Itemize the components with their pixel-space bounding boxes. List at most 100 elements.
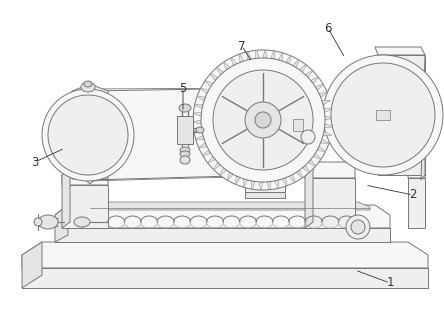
Polygon shape xyxy=(421,55,425,180)
Polygon shape xyxy=(289,174,295,183)
Polygon shape xyxy=(378,55,425,175)
Polygon shape xyxy=(308,159,316,166)
Polygon shape xyxy=(223,62,230,70)
Polygon shape xyxy=(198,143,207,148)
Polygon shape xyxy=(375,47,425,55)
Polygon shape xyxy=(207,157,215,163)
Polygon shape xyxy=(235,176,240,184)
Polygon shape xyxy=(321,139,329,144)
Polygon shape xyxy=(315,84,323,90)
Ellipse shape xyxy=(74,217,90,227)
Polygon shape xyxy=(313,153,321,160)
Ellipse shape xyxy=(245,102,281,138)
Polygon shape xyxy=(319,92,327,97)
Polygon shape xyxy=(213,162,221,170)
Polygon shape xyxy=(245,180,285,192)
Ellipse shape xyxy=(193,50,333,190)
Polygon shape xyxy=(305,178,355,228)
Polygon shape xyxy=(247,52,251,60)
Polygon shape xyxy=(255,50,259,59)
Ellipse shape xyxy=(196,127,204,133)
Polygon shape xyxy=(278,53,283,61)
Polygon shape xyxy=(55,205,68,242)
Ellipse shape xyxy=(323,55,443,175)
Ellipse shape xyxy=(42,89,134,181)
Polygon shape xyxy=(88,88,270,180)
Text: 1: 1 xyxy=(386,276,394,289)
Polygon shape xyxy=(193,112,202,116)
Polygon shape xyxy=(22,268,428,288)
Polygon shape xyxy=(194,104,203,108)
Ellipse shape xyxy=(179,104,191,112)
Polygon shape xyxy=(22,242,42,288)
Polygon shape xyxy=(202,150,210,156)
Ellipse shape xyxy=(301,130,315,144)
Polygon shape xyxy=(293,119,303,131)
Ellipse shape xyxy=(346,215,370,239)
Polygon shape xyxy=(302,165,309,173)
Ellipse shape xyxy=(213,70,313,170)
Ellipse shape xyxy=(180,147,190,153)
Polygon shape xyxy=(245,192,285,198)
Polygon shape xyxy=(263,50,267,58)
Polygon shape xyxy=(293,60,299,68)
Text: 5: 5 xyxy=(179,81,186,94)
Ellipse shape xyxy=(180,156,190,164)
Polygon shape xyxy=(376,110,390,120)
Polygon shape xyxy=(299,64,306,72)
Ellipse shape xyxy=(232,94,308,170)
Polygon shape xyxy=(325,124,333,128)
Polygon shape xyxy=(322,100,330,105)
Polygon shape xyxy=(323,132,331,136)
Ellipse shape xyxy=(84,81,92,87)
Polygon shape xyxy=(408,178,425,228)
Polygon shape xyxy=(210,74,218,81)
Ellipse shape xyxy=(38,215,58,229)
Polygon shape xyxy=(197,96,206,101)
Polygon shape xyxy=(408,162,425,178)
Polygon shape xyxy=(220,168,226,176)
Ellipse shape xyxy=(34,218,42,226)
Polygon shape xyxy=(305,162,313,228)
Polygon shape xyxy=(324,108,332,112)
Polygon shape xyxy=(72,167,108,184)
Polygon shape xyxy=(296,170,303,178)
Text: 2: 2 xyxy=(409,189,417,202)
Polygon shape xyxy=(205,80,213,87)
Polygon shape xyxy=(196,135,204,140)
Polygon shape xyxy=(317,146,325,152)
Ellipse shape xyxy=(81,82,95,92)
Ellipse shape xyxy=(180,151,190,157)
Polygon shape xyxy=(216,67,223,75)
Text: 7: 7 xyxy=(238,40,246,53)
Polygon shape xyxy=(62,168,108,185)
Polygon shape xyxy=(227,172,233,180)
Polygon shape xyxy=(200,88,209,94)
Polygon shape xyxy=(231,57,237,66)
Polygon shape xyxy=(90,202,370,210)
Ellipse shape xyxy=(351,220,365,234)
Polygon shape xyxy=(311,77,318,84)
Polygon shape xyxy=(286,55,291,64)
Polygon shape xyxy=(193,120,201,124)
Polygon shape xyxy=(55,228,390,242)
Ellipse shape xyxy=(48,95,128,175)
Polygon shape xyxy=(282,178,287,186)
Polygon shape xyxy=(251,181,255,189)
Polygon shape xyxy=(305,70,313,78)
Polygon shape xyxy=(267,182,271,190)
Ellipse shape xyxy=(226,88,314,176)
Text: 6: 6 xyxy=(324,22,332,35)
Polygon shape xyxy=(62,185,108,228)
Polygon shape xyxy=(243,179,248,187)
Polygon shape xyxy=(275,180,279,188)
Polygon shape xyxy=(271,51,275,59)
Ellipse shape xyxy=(331,63,435,167)
Polygon shape xyxy=(259,182,263,190)
Polygon shape xyxy=(239,54,244,62)
Polygon shape xyxy=(22,242,428,268)
Text: 3: 3 xyxy=(32,156,39,169)
Ellipse shape xyxy=(255,112,271,128)
Polygon shape xyxy=(177,116,193,144)
Ellipse shape xyxy=(201,58,325,182)
